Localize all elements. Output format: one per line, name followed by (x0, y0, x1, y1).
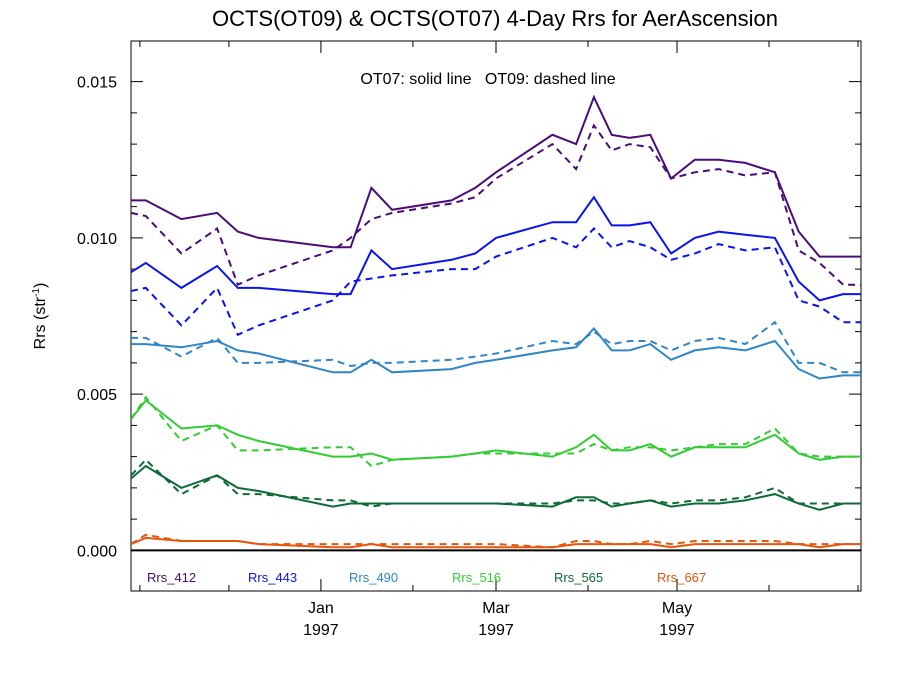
legend-label-rrs-667: Rrs_667 (657, 570, 706, 585)
series-line-rrs-412-ot09 (131, 123, 861, 287)
plot-frame (130, 40, 862, 592)
y-axis-label-close: ) (32, 283, 49, 288)
y-axis-label: Rrs (str-1) (31, 283, 49, 350)
legend-label-rrs-565: Rrs_565 (554, 570, 603, 585)
x-tick-year: 1997 (478, 622, 514, 639)
legend-label-rrs-516: Rrs_516 (452, 570, 501, 585)
legend: Rrs_412 Rrs_443 Rrs_490 Rrs_516 Rrs_565 Rrs_6… (147, 570, 706, 585)
x-axis: Jan 1997 Mar 1997 May 1997 (139, 41, 859, 639)
legend-label-rrs-490: Rrs_490 (349, 570, 398, 585)
series-line-rrs-490-ot09 (131, 320, 861, 374)
line-style-note: OT07: solid line OT09: dashed line (360, 71, 615, 88)
x-tick-year: 1997 (659, 622, 695, 639)
series-line-rrs-667-ot07 (131, 536, 861, 549)
x-tick-month: Mar (482, 600, 510, 617)
series-line-rrs-443-ot09 (131, 227, 861, 337)
y-tick-label: 0.000 (77, 543, 117, 560)
chart-title: OCTS(OT09) & OCTS(OT07) 4-Day Rrs for Ae… (212, 6, 778, 31)
x-tick-year: 1997 (303, 622, 339, 639)
x-tick-month: Jan (308, 600, 334, 617)
series-line-rrs-490-ot07 (131, 326, 861, 380)
y-tick-label: 0.015 (77, 75, 117, 92)
series-layer (131, 94, 861, 549)
x-tick-month: May (662, 600, 692, 617)
series-line-rrs-565-ot09 (131, 458, 861, 508)
y-axis-label-superscript: -1 (31, 288, 42, 297)
legend-label-rrs-412: Rrs_412 (147, 570, 196, 585)
series-line-rrs-667-ot09 (131, 533, 861, 549)
legend-label-rrs-443: Rrs_443 (248, 570, 297, 585)
series-line-rrs-443-ot07 (131, 195, 861, 302)
series-line-rrs-412-ot07 (131, 94, 861, 258)
y-axis: 0.000 0.005 0.010 0.015 (77, 75, 861, 560)
series-line-rrs-565-ot07 (131, 464, 861, 511)
series-line-rrs-516-ot07 (131, 398, 861, 461)
y-tick-label: 0.005 (77, 387, 117, 404)
y-tick-label: 0.010 (77, 231, 117, 248)
series-line-rrs-516-ot09 (131, 395, 861, 468)
